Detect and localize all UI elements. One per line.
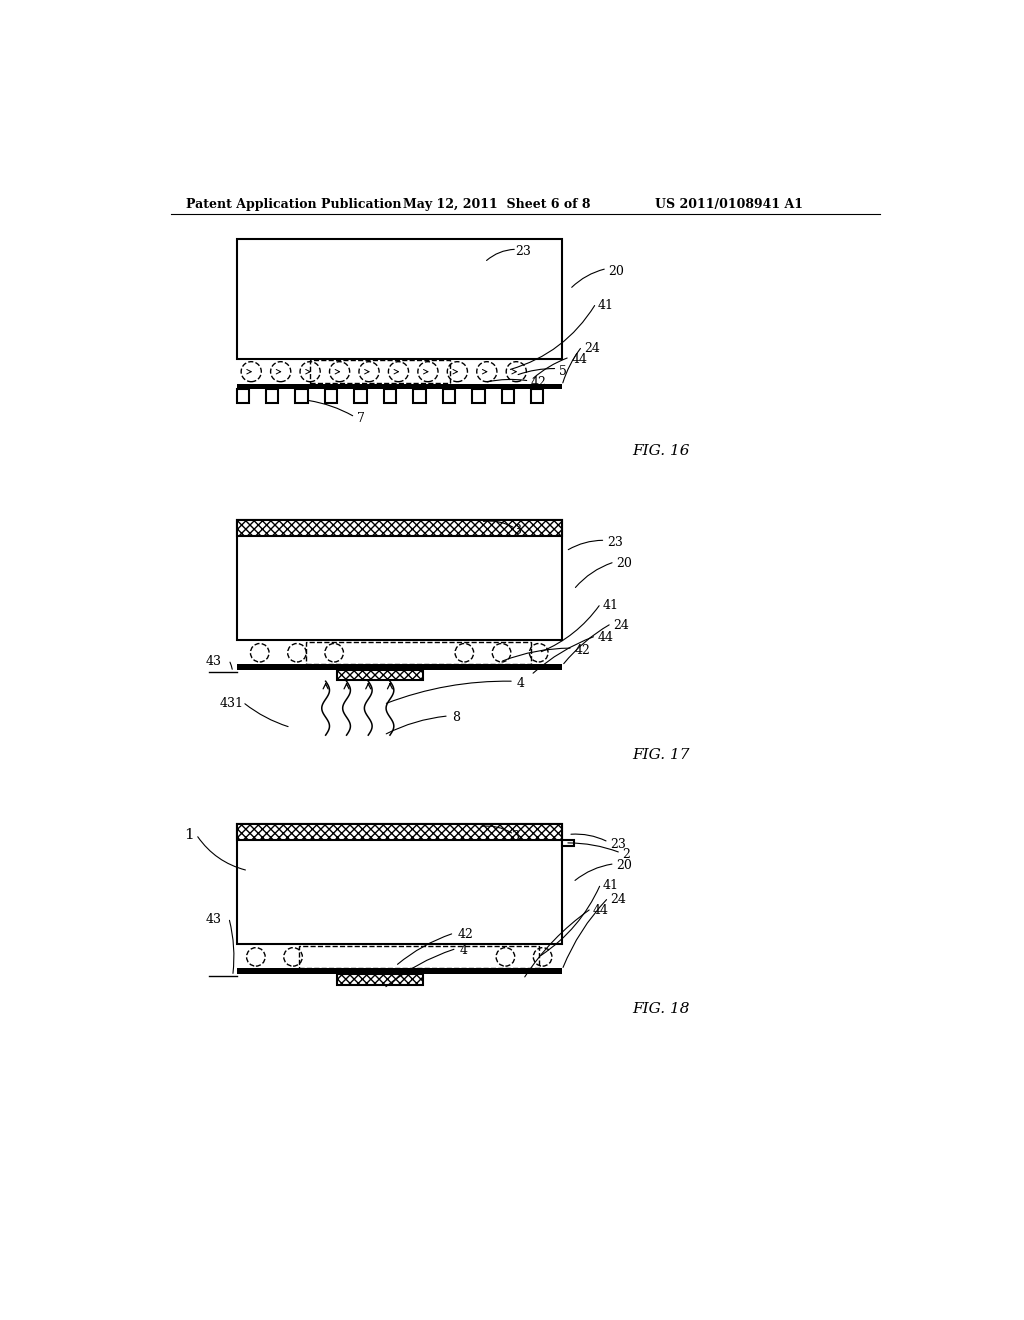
Bar	[442, 389, 455, 404]
Text: 431: 431	[219, 697, 244, 710]
Bar	[562, 840, 574, 846]
Text: 44: 44	[598, 631, 613, 644]
Circle shape	[300, 362, 321, 381]
Bar	[337, 974, 423, 985]
Circle shape	[330, 362, 349, 381]
Text: 23: 23	[607, 536, 623, 549]
Text: 20: 20	[608, 264, 625, 277]
Circle shape	[359, 362, 379, 381]
Circle shape	[388, 362, 409, 381]
Bar	[472, 389, 484, 404]
Bar	[237, 520, 562, 536]
Circle shape	[529, 644, 548, 663]
Circle shape	[251, 644, 269, 663]
Text: 41: 41	[602, 879, 618, 892]
Circle shape	[493, 644, 511, 663]
Circle shape	[477, 362, 497, 381]
Bar	[237, 239, 562, 359]
Text: US 2011/0108941 A1: US 2011/0108941 A1	[655, 198, 803, 211]
Bar	[414, 389, 426, 404]
Text: May 12, 2011  Sheet 6 of 8: May 12, 2011 Sheet 6 of 8	[403, 198, 591, 211]
Text: 43: 43	[206, 655, 221, 668]
Text: FIG. 16: FIG. 16	[632, 444, 689, 458]
Bar	[337, 669, 423, 681]
Circle shape	[288, 644, 306, 663]
Bar	[237, 969, 562, 974]
Text: 7: 7	[356, 412, 365, 425]
Bar	[325, 389, 337, 404]
Text: 42: 42	[531, 376, 547, 389]
Circle shape	[506, 362, 526, 381]
Circle shape	[534, 948, 552, 966]
Circle shape	[247, 948, 265, 966]
Text: 43: 43	[206, 913, 221, 927]
Text: 24: 24	[613, 619, 629, 632]
Text: 4: 4	[460, 944, 468, 957]
Text: 23: 23	[515, 244, 531, 257]
Circle shape	[455, 644, 474, 663]
Text: 23: 23	[610, 838, 626, 850]
Bar	[237, 825, 562, 840]
Bar	[310, 360, 450, 383]
Text: 5: 5	[559, 364, 566, 378]
Text: 24: 24	[584, 342, 600, 355]
Circle shape	[270, 362, 291, 381]
Text: 3: 3	[512, 830, 520, 843]
Circle shape	[241, 362, 261, 381]
Text: 24: 24	[610, 892, 626, 906]
Bar	[384, 389, 396, 404]
Bar	[266, 389, 279, 404]
Bar	[354, 389, 367, 404]
Text: 44: 44	[593, 904, 609, 917]
Circle shape	[284, 948, 302, 966]
Text: 1: 1	[184, 829, 195, 842]
Text: 20: 20	[616, 557, 632, 570]
Text: 8: 8	[452, 711, 460, 725]
Circle shape	[418, 362, 438, 381]
Bar	[237, 664, 562, 669]
Bar	[237, 384, 562, 389]
Circle shape	[325, 644, 343, 663]
Text: 42: 42	[574, 644, 590, 656]
Text: 2: 2	[623, 849, 631, 862]
Text: 4: 4	[517, 677, 525, 689]
Text: 20: 20	[616, 859, 632, 873]
Bar	[237, 389, 249, 404]
Text: 44: 44	[571, 354, 588, 366]
Bar	[502, 389, 514, 404]
Bar	[237, 825, 562, 944]
Text: 3: 3	[514, 524, 522, 537]
Bar	[531, 389, 544, 404]
Circle shape	[447, 362, 467, 381]
Bar	[237, 520, 562, 640]
Text: 41: 41	[602, 599, 618, 612]
Circle shape	[496, 948, 515, 966]
Text: 41: 41	[598, 300, 613, 313]
Text: FIG. 17: FIG. 17	[632, 748, 689, 762]
Bar	[299, 946, 539, 968]
Bar	[295, 389, 308, 404]
Text: 42: 42	[458, 928, 473, 941]
Text: Patent Application Publication: Patent Application Publication	[186, 198, 401, 211]
Text: FIG. 18: FIG. 18	[632, 1002, 689, 1016]
Bar	[306, 642, 531, 664]
